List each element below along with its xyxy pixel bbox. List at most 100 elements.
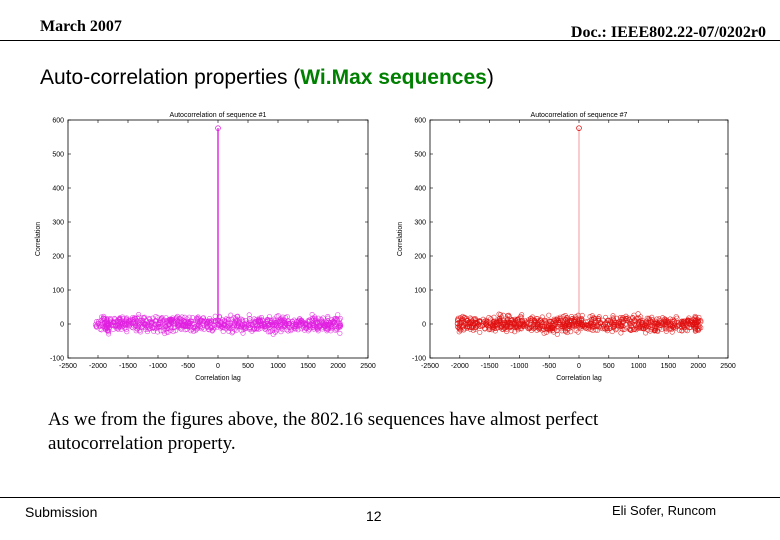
- noise-point: [644, 318, 650, 324]
- noise-point: [336, 317, 342, 323]
- noise-point: [666, 321, 672, 327]
- noise-point: [300, 325, 306, 331]
- noise-point: [610, 313, 616, 319]
- noise-point: [103, 326, 109, 332]
- noise-point: [122, 322, 128, 328]
- noise-point: [639, 322, 645, 328]
- noise-point: [671, 325, 677, 331]
- header-date: March 2007: [40, 18, 122, 35]
- noise-point: [557, 314, 563, 320]
- noise-point: [477, 319, 483, 325]
- noise-point: [610, 323, 616, 329]
- noise-point: [482, 326, 488, 332]
- noise-point: [643, 324, 649, 330]
- noise-point: [585, 319, 591, 325]
- noise-point: [108, 322, 114, 328]
- noise-point: [156, 325, 162, 331]
- footer-submission: Submission: [25, 504, 98, 520]
- y-tick-label: 200: [414, 254, 426, 261]
- noise-point: [195, 314, 201, 320]
- noise-point: [157, 319, 163, 325]
- noise-point: [500, 327, 506, 333]
- noise-point: [693, 323, 699, 329]
- noise-point: [670, 317, 676, 323]
- noise-point: [656, 316, 662, 322]
- noise-point: [206, 319, 212, 325]
- noise-point: [137, 328, 143, 334]
- noise-point: [490, 325, 496, 331]
- noise-point: [591, 324, 597, 330]
- noise-point: [477, 329, 483, 335]
- noise-point: [111, 315, 117, 321]
- noise-point: [664, 318, 670, 324]
- footer-rule: [0, 497, 780, 498]
- noise-point: [211, 325, 217, 331]
- noise-point: [130, 317, 136, 323]
- noise-point: [327, 322, 333, 328]
- noise-point: [182, 318, 188, 324]
- noise-point: [551, 329, 557, 335]
- y-tick-label: -100: [50, 356, 64, 363]
- noise-point: [111, 319, 117, 325]
- noise-point: [517, 324, 523, 330]
- noise-point: [211, 326, 217, 332]
- noise-point: [259, 320, 265, 326]
- noise-point: [303, 326, 309, 332]
- noise-point: [571, 316, 577, 322]
- noise-point: [611, 316, 617, 322]
- noise-point: [271, 316, 277, 322]
- noise-point: [546, 312, 552, 318]
- noise-point: [245, 321, 251, 327]
- x-tick-label: -1000: [510, 363, 528, 370]
- noise-point: [518, 313, 524, 319]
- noise-point: [534, 321, 540, 327]
- x-tick-label: 2000: [330, 363, 346, 370]
- noise-point: [484, 319, 490, 325]
- y-tick-label: 400: [52, 186, 64, 193]
- noise-point: [642, 323, 648, 329]
- noise-point: [514, 316, 520, 322]
- noise-point: [173, 328, 179, 334]
- noise-point: [684, 319, 690, 325]
- header-doc-id: Doc.: IEEE802.22-07/0202r0: [570, 24, 766, 41]
- noise-point: [465, 318, 471, 324]
- noise-point: [176, 315, 182, 321]
- noise-point: [625, 315, 631, 321]
- noise-point: [194, 326, 200, 332]
- noise-point: [587, 314, 593, 320]
- noise-point: [247, 327, 253, 333]
- noise-point: [474, 323, 480, 329]
- noise-point: [622, 327, 628, 333]
- noise-point: [239, 322, 245, 328]
- noise-point: [528, 325, 534, 331]
- noise-point: [104, 324, 110, 330]
- noise-point: [194, 318, 200, 324]
- x-tick-label: -500: [181, 363, 195, 370]
- noise-point: [591, 315, 597, 321]
- noise-point: [496, 319, 502, 325]
- noise-point: [175, 318, 181, 324]
- noise-point: [493, 326, 499, 332]
- noise-point: [636, 321, 642, 327]
- noise-point: [139, 324, 145, 330]
- noise-point: [652, 328, 658, 334]
- noise-point: [337, 322, 343, 328]
- noise-point: [504, 319, 510, 325]
- noise-point: [474, 320, 480, 326]
- noise-point: [502, 326, 508, 332]
- noise-point: [628, 319, 634, 325]
- noise-point: [225, 316, 231, 322]
- noise-point: [591, 322, 597, 328]
- noise-point: [325, 314, 331, 320]
- title-highlight: Wi.Max sequences: [300, 66, 487, 89]
- chart-title: Autocorrelation of sequence #1: [170, 112, 267, 119]
- noise-point: [617, 315, 623, 321]
- noise-point: [227, 324, 233, 330]
- noise-point: [573, 315, 579, 321]
- noise-point: [539, 314, 545, 320]
- noise-point: [267, 329, 273, 335]
- noise-point: [233, 327, 239, 333]
- noise-point: [140, 318, 146, 324]
- noise-point: [130, 325, 136, 331]
- noise-point: [611, 324, 617, 330]
